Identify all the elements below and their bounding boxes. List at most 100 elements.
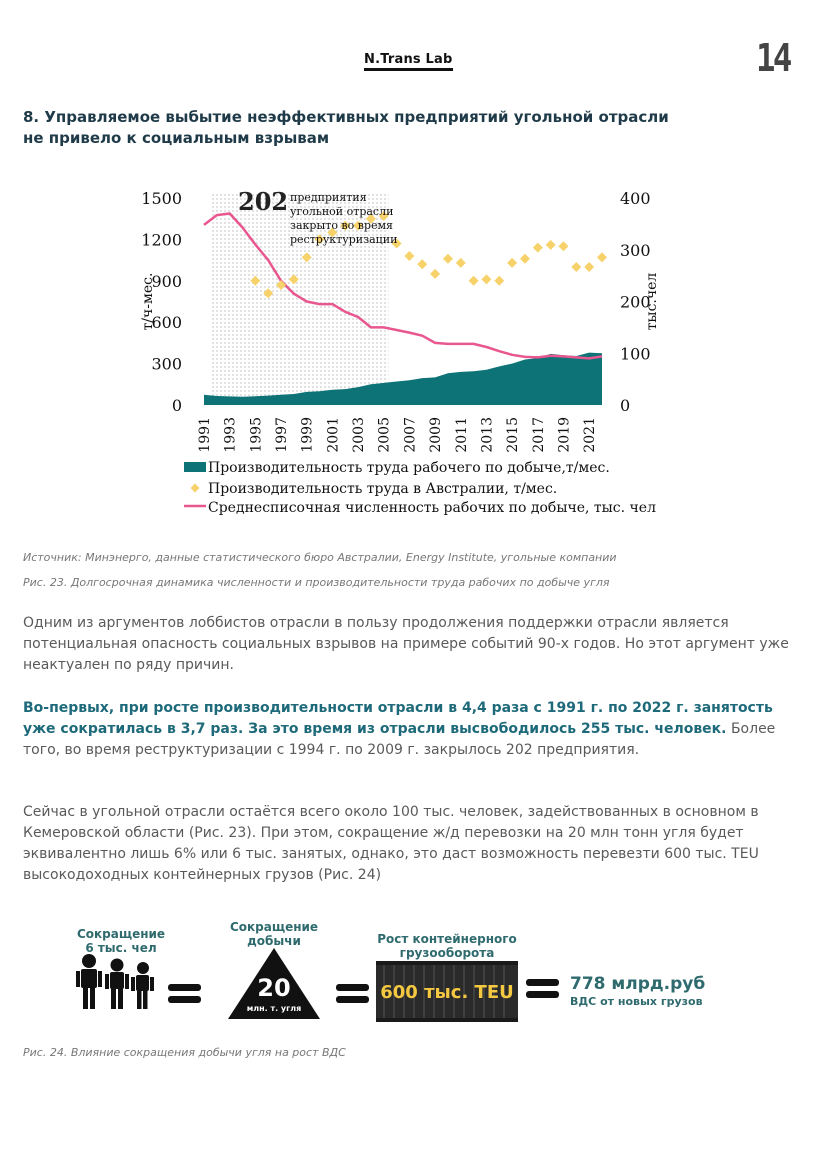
- australia-productivity-point: [417, 259, 428, 270]
- brand-logo: N.Trans Lab: [364, 52, 453, 71]
- page-number: 14: [756, 36, 792, 80]
- section-title: 8. Управляемое выбытие неэффективных пре…: [23, 107, 703, 149]
- x-axis-tick-label: 2003: [351, 417, 367, 453]
- figure-caption-23: Рис. 23. Долгосрочная динамика численнос…: [23, 576, 610, 589]
- paragraph-3: Сейчас в угольной отрасли остаётся всего…: [23, 804, 759, 883]
- australia-productivity-point: [597, 252, 607, 263]
- coal-pile-icon: [228, 948, 320, 1019]
- x-axis-tick-label: 2021: [582, 417, 598, 453]
- paragraph-2-rest: Более того, во время реструктуризации с …: [23, 721, 776, 758]
- paragraph-2-highlight: Во-первых, при росте производительности …: [23, 700, 773, 737]
- x-axis-tick-label: 1999: [300, 417, 316, 453]
- right-axis-tick-label: 100: [620, 344, 651, 363]
- australia-productivity-point: [353, 220, 364, 231]
- infographic: Сокращение 6 тыс. чел: [50, 894, 750, 1034]
- annotation-text-line: закрыто во время: [290, 219, 393, 232]
- x-axis-tick-label: 2009: [428, 417, 444, 453]
- australia-productivity-point: [404, 250, 415, 261]
- australia-productivity-point: [455, 257, 466, 268]
- right-axis-label: тыс.чел: [644, 273, 660, 331]
- annotation-text-line: реструктуризации: [290, 233, 397, 246]
- australia-productivity-point: [340, 220, 351, 231]
- equals-icon: [336, 984, 369, 1003]
- x-axis-tick-label: 2001: [325, 417, 341, 453]
- chart-svg: 0 300 600 900 1200 1500 0 100 200 300 400 т/ч-мес. т…: [140, 187, 660, 516]
- productivity-area: [204, 352, 602, 405]
- right-axis-tick-label: 400: [620, 189, 651, 208]
- mining-label-line2: добычи: [247, 934, 301, 948]
- result-value: 778 млрд.руб: [570, 974, 705, 994]
- australia-productivity-point: [519, 253, 530, 264]
- left-axis-tick-label: 900: [151, 272, 182, 291]
- x-axis-tick-label: 2007: [402, 417, 418, 453]
- mining-value: 20: [257, 974, 290, 1002]
- australia-productivity-point: [584, 262, 595, 272]
- legend-label: Среднесписочная численность рабочих по д…: [208, 500, 656, 516]
- left-axis-tick-label: 0: [172, 396, 182, 415]
- section-title-line2: не привело к социальным взрывам: [23, 129, 330, 147]
- australia-productivity-point: [558, 241, 569, 252]
- shipping-container-icon: [376, 961, 518, 1022]
- equals-icon: [168, 984, 201, 1003]
- container-label-line1: Рост контейнерного: [377, 932, 517, 946]
- headcount-line: [203, 212, 603, 360]
- x-axis-tick-label: 2019: [557, 417, 573, 453]
- container-label-line2: грузооборота: [400, 946, 495, 960]
- x-axis-tick-label: 2005: [377, 417, 393, 453]
- australia-productivity-point: [545, 239, 556, 250]
- australia-productivity-point: [288, 274, 299, 285]
- australia-productivity-point: [442, 253, 453, 264]
- left-axis-tick-label: 1200: [141, 230, 182, 249]
- australia-productivity-point: [327, 227, 338, 238]
- workers-icon: [76, 954, 154, 1009]
- australia-productivity-point: [391, 238, 402, 249]
- legend-label: Производительность труда в Австралии, т/…: [208, 481, 557, 497]
- australia-productivity-point: [571, 262, 582, 272]
- x-axis-tick-label: 2017: [531, 417, 547, 453]
- section-title-line1: 8. Управляемое выбытие неэффективных пре…: [23, 108, 669, 126]
- australia-productivity-point: [378, 210, 389, 221]
- x-axis-tick-label: 2015: [505, 417, 521, 453]
- australia-productivity-point: [263, 288, 274, 299]
- x-axis-tick-label: 1997: [274, 417, 290, 453]
- australia-productivity-point: [494, 275, 505, 286]
- container-value: 600 тыс. TEU: [380, 982, 514, 1003]
- left-axis-tick-label: 1500: [141, 189, 182, 208]
- left-axis-label: т/ч-мес.: [140, 273, 156, 331]
- chart-legend: Производительность труда рабочего по доб…: [184, 460, 656, 516]
- x-axis-tick-label: 2011: [454, 417, 470, 453]
- annotation-text-line: предприятия: [290, 191, 367, 204]
- chart: 0 300 600 900 1200 1500 0 100 200 300 400 т/ч-мес. т…: [140, 178, 660, 530]
- paragraph-1: Одним из аргументов лоббистов отрасли в …: [23, 615, 789, 673]
- infographic-svg: Сокращение 6 тыс. чел: [76, 920, 705, 1022]
- x-axis-tick-label: 1995: [248, 417, 264, 453]
- chart-source: Источник: Минэнерго, данные статистическ…: [23, 551, 617, 564]
- paragraph-2: Во-первых, при росте производительности …: [23, 698, 793, 761]
- result-label: ВДС от новых грузов: [570, 995, 703, 1008]
- mining-unit: млн. т. угля: [247, 1004, 302, 1013]
- annotation-number: 202: [238, 187, 288, 216]
- australia-productivity-point: [276, 279, 287, 290]
- x-axis-tick-label: 2013: [480, 417, 496, 453]
- australia-productivity-point: [481, 274, 492, 285]
- australia-productivity-point: [301, 252, 312, 263]
- workers-label-line2: 6 тыс. чел: [85, 941, 156, 955]
- workers-label-line1: Сокращение: [77, 927, 165, 941]
- figure-caption-24: Рис. 24. Влияние сокращения добычи угля …: [23, 1046, 346, 1059]
- mining-label-line1: Сокращение: [230, 920, 318, 934]
- australia-productivity-point: [430, 268, 441, 279]
- equals-icon: [526, 979, 559, 998]
- legend-label: Производительность труда рабочего по доб…: [208, 460, 610, 476]
- right-axis-tick-label: 200: [620, 293, 651, 312]
- legend-swatch-area: [184, 462, 206, 472]
- annotation-text-line: угольной отрасли: [290, 205, 393, 218]
- x-axis-tick-label: 1991: [197, 417, 213, 453]
- right-axis-tick-label: 300: [620, 241, 651, 260]
- legend-swatch-scatter: [190, 483, 200, 493]
- left-axis-tick-label: 600: [151, 313, 182, 332]
- australia-productivity-point: [468, 275, 479, 286]
- australia-productivity-point: [365, 213, 376, 224]
- australia-productivity-point: [314, 234, 325, 245]
- australia-productivity-point: [507, 257, 518, 268]
- x-axis-tick-label: 1993: [223, 417, 239, 453]
